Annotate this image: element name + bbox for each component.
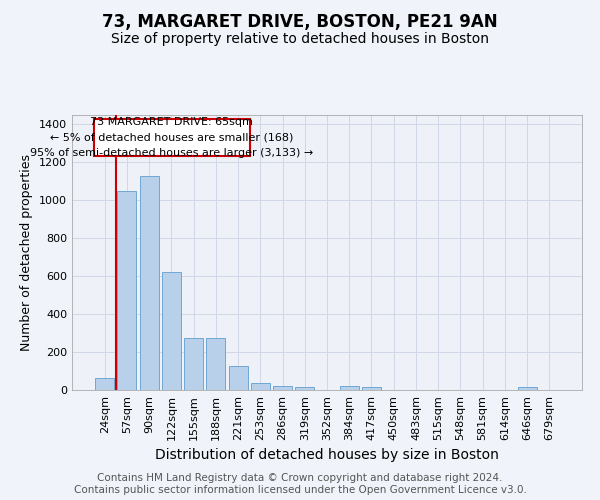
Bar (118, 191, 136, 390)
Bar (140, 176, 158, 390)
Text: Contains HM Land Registry data © Crown copyright and database right 2024.
Contai: Contains HM Land Registry data © Crown c… (74, 474, 526, 495)
Bar (229, 366, 248, 390)
Bar (518, 386, 536, 390)
Bar (273, 386, 292, 390)
Bar (162, 272, 181, 390)
Bar (340, 386, 359, 390)
Bar (95, 378, 114, 390)
Bar (362, 386, 381, 390)
Text: 73, MARGARET DRIVE, BOSTON, PE21 9AN: 73, MARGARET DRIVE, BOSTON, PE21 9AN (102, 12, 498, 30)
Text: Size of property relative to detached houses in Boston: Size of property relative to detached ho… (111, 32, 489, 46)
Bar (184, 338, 203, 390)
X-axis label: Distribution of detached houses by size in Boston: Distribution of detached houses by size … (155, 448, 499, 462)
Y-axis label: Number of detached properties: Number of detached properties (20, 154, 34, 351)
FancyBboxPatch shape (94, 119, 250, 156)
Bar (295, 386, 314, 390)
Text: 73 MARGARET DRIVE: 65sqm
← 5% of detached houses are smaller (168)
95% of semi-d: 73 MARGARET DRIVE: 65sqm ← 5% of detache… (30, 116, 313, 158)
Bar (251, 383, 270, 390)
Bar (206, 338, 225, 390)
